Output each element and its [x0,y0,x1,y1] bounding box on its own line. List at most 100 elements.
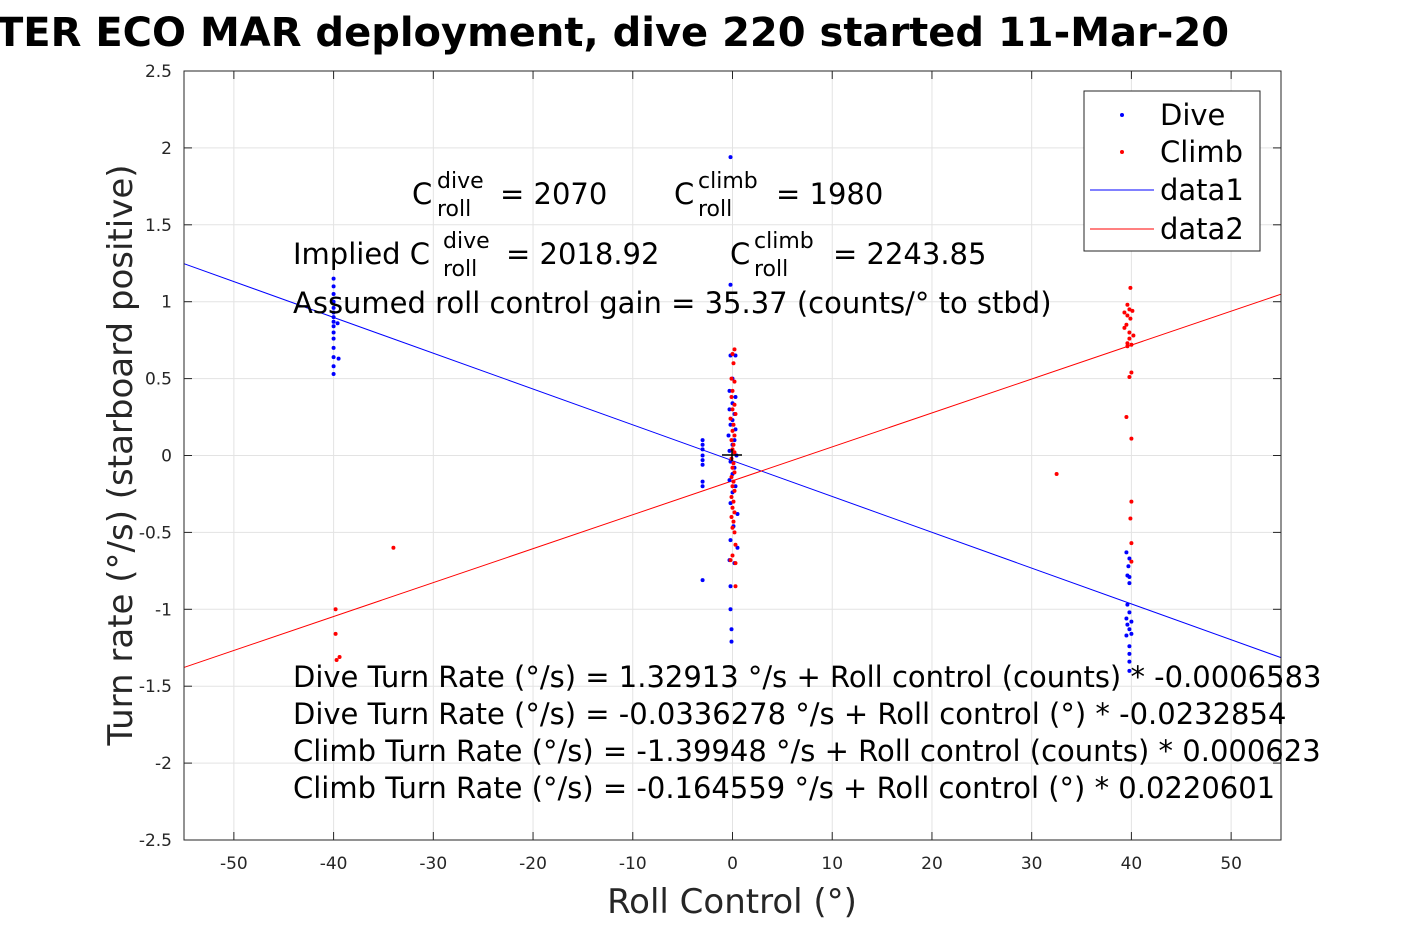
point-dive [331,284,336,289]
point-climb [730,407,735,412]
point-climb [732,379,737,384]
point-climb [733,411,738,416]
point-dive [700,453,705,458]
svg-text:C: C [730,237,750,271]
point-climb [1127,307,1132,312]
point-dive [728,538,733,543]
point-dive [331,355,336,360]
point-climb [732,347,737,352]
y-tick-label: -2 [155,754,172,774]
point-climb [391,545,396,550]
legend-label-data1: data1 [1160,173,1244,207]
point-dive [1124,616,1129,621]
point-climb [730,553,735,558]
point-dive [733,395,738,400]
point-climb [1122,325,1127,330]
y-tick-label: 2.5 [145,62,172,82]
point-dive [336,356,341,361]
y-axis-ticks: -2.5 -2 -1.5 -1 -0.5 0 0.5 1 1.5 2 2.5 [139,62,1281,851]
point-climb [731,519,736,524]
point-climb [732,450,737,455]
point-dive [331,330,336,335]
point-climb [733,542,738,547]
x-tick-label: 50 [1220,854,1242,874]
point-dive [1127,575,1132,580]
point-dive [331,336,336,341]
point-climb [337,654,342,659]
point-dive [331,371,336,376]
point-dive [331,310,336,315]
point-dive [1127,556,1132,561]
point-climb [1125,344,1130,349]
point-climb [1129,541,1134,546]
point-dive [331,276,336,281]
legend: Dive Climb data1 data2 [1083,90,1261,252]
point-climb [731,361,736,366]
point-dive [331,315,336,320]
point-dive [331,292,336,297]
point-dive [1129,631,1134,636]
svg-text:roll: roll [698,197,732,222]
point-dive [331,324,336,329]
point-climb [1125,302,1130,307]
point-climb [732,470,737,475]
point-dive [727,388,732,393]
svg-text:roll: roll [443,257,477,282]
svg-text:C: C [674,177,694,211]
point-climb [1129,559,1134,564]
annotation-eq-4: Climb Turn Rate (°/s) = -0.164559 °/s + … [293,771,1275,805]
y-tick-label: -1.5 [139,677,172,697]
x-tick-label: -50 [220,854,248,874]
point-dive [331,299,336,304]
y-tick-label: 1.5 [145,216,172,236]
point-climb [1124,322,1129,327]
point-dive [728,282,733,287]
svg-text:roll: roll [437,197,471,222]
point-dive [700,484,705,489]
x-tick-label: -10 [619,854,647,874]
point-climb [730,388,735,393]
point-dive [735,511,740,516]
point-dive [728,155,733,160]
point-dive [1126,564,1131,569]
point-dive [729,627,734,632]
x-tick-label: 0 [727,854,738,874]
point-climb [333,631,338,636]
annotation-implied-climb: C climb roll = 2243.85 [730,229,986,282]
point-dive [732,438,737,443]
point-climb [730,351,735,356]
point-dive [733,427,738,432]
point-dive [700,479,705,484]
point-dive [700,438,705,443]
point-dive [700,462,705,467]
point-climb [729,376,734,381]
point-dive [733,353,738,358]
legend-label-data2: data2 [1160,212,1244,246]
y-tick-label: 0.5 [145,370,172,390]
point-climb [731,422,736,427]
x-tick-label: -40 [320,854,348,874]
chart-title: TER ECO MAR deployment, dive 220 started… [0,10,1229,56]
x-axis-ticks: -50 -40 -30 -20 -10 0 10 20 30 40 50 [220,71,1242,874]
svg-text:= 1980: = 1980 [776,177,883,211]
y-tick-label: -1 [155,600,172,620]
y-tick-label: 2 [161,139,172,159]
point-climb [1128,316,1133,321]
point-dive [331,319,336,324]
point-dive [1127,651,1132,656]
point-dive [727,448,732,453]
point-dive [331,345,336,350]
point-dive [331,305,336,310]
y-tick-label: 0 [161,447,172,467]
point-climb [1130,308,1135,313]
point-climb [1128,285,1133,290]
origin-marker [722,449,742,461]
svg-text:climb: climb [698,169,758,194]
point-dive [728,607,733,612]
point-climb [1129,370,1134,375]
data-points [331,155,1136,673]
x-tick-label: 10 [821,854,843,874]
point-climb [730,484,735,489]
point-climb [729,395,734,400]
x-tick-label: -20 [519,854,547,874]
